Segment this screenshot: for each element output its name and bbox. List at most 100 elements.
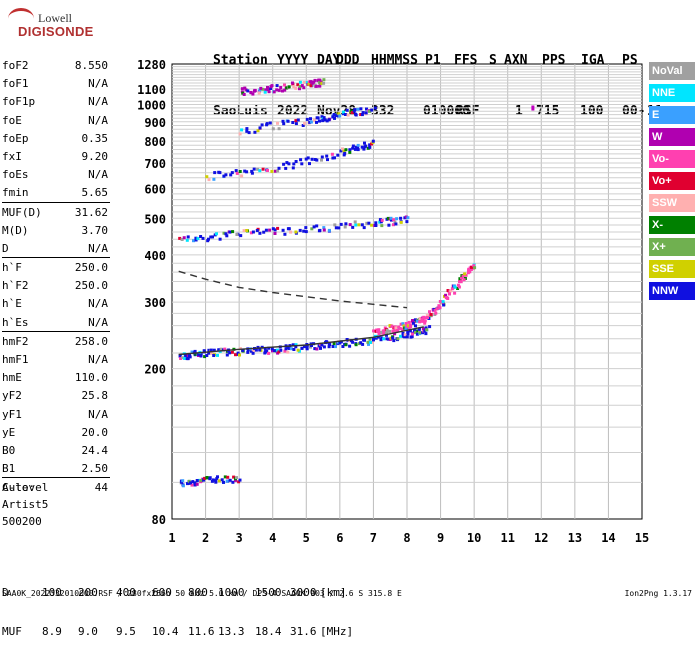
echo-point [411, 321, 415, 325]
x-tick-label: 2 [202, 531, 209, 545]
echo-point [331, 115, 335, 119]
echo-point [258, 169, 262, 173]
echo-point [364, 111, 368, 115]
echo-point [316, 116, 320, 120]
table-cell: 10.4 [152, 625, 179, 638]
echo-point [230, 350, 234, 354]
echo-point [292, 85, 296, 89]
echo-point [319, 346, 322, 350]
table-cell: 400 [116, 586, 136, 599]
echo-point [249, 90, 253, 94]
echo-point [273, 349, 277, 353]
echo-point [315, 347, 319, 351]
echo-point [286, 350, 290, 354]
param-value: 110.0 [74, 371, 108, 385]
echo-point [374, 224, 378, 227]
echo-point [270, 169, 274, 173]
param-row: h`Es N/A [2, 313, 110, 331]
echo-point [406, 332, 410, 336]
echo-point [314, 84, 318, 88]
echo-point [332, 113, 336, 116]
echo-point [268, 228, 272, 232]
echo-point [234, 169, 238, 173]
param-key: yF2 [2, 389, 22, 403]
echo-point [388, 324, 392, 328]
echo-point [405, 220, 409, 224]
echo-point [238, 478, 242, 482]
y-tick-label: 700 [144, 157, 166, 171]
param-row: yF1 N/A [2, 405, 110, 423]
param-key: fxI [2, 149, 22, 163]
echo-point [291, 81, 294, 85]
echo-point [286, 119, 290, 123]
echo-point [193, 481, 197, 485]
echo-point [463, 272, 467, 276]
param-row: hmF1 N/A [2, 350, 110, 368]
echo-point [245, 229, 249, 232]
echo-point [348, 150, 352, 154]
echo-point [263, 90, 267, 94]
echo-point [418, 317, 422, 320]
echo-point [271, 227, 275, 231]
echo-point [250, 349, 253, 353]
echo-point [245, 127, 249, 131]
echo-point [435, 307, 439, 311]
echo-point [304, 230, 308, 234]
echo-point [264, 228, 268, 232]
echo-point [413, 329, 416, 333]
echo-point [411, 319, 414, 322]
echo-point [372, 337, 375, 341]
logo-line1: Lowell [38, 11, 72, 25]
echo-point [212, 354, 216, 357]
echo-point [428, 310, 431, 314]
echo-point [362, 147, 366, 151]
x-tick-label: 9 [437, 531, 444, 545]
legend-item: Vo+ [649, 171, 695, 191]
echo-point [370, 340, 374, 344]
echo-point [301, 124, 305, 127]
echo-point [298, 228, 302, 232]
echo-point [409, 335, 413, 339]
echo-point [344, 222, 348, 226]
echo-point [199, 352, 203, 356]
echo-point [359, 107, 363, 111]
echo-point [322, 116, 326, 120]
echo-point [266, 88, 270, 92]
param-key: hmE [2, 371, 22, 385]
echo-point [207, 178, 211, 182]
echo-point [292, 348, 296, 351]
echo-point [380, 330, 384, 334]
echo-point [460, 276, 463, 280]
param-row: foEs N/A [2, 165, 110, 183]
echo-point [215, 232, 218, 236]
param-key: foF2 [2, 59, 29, 72]
echo-point [343, 225, 347, 229]
echo-point [365, 221, 369, 225]
param-row: hmF2 258.0 [2, 332, 110, 350]
param-key: fmin [2, 186, 29, 200]
echo-point [354, 343, 358, 347]
param-value: 20.0 [81, 425, 109, 439]
echo-point [277, 166, 281, 170]
echo-point [345, 108, 349, 112]
echo-point [183, 357, 187, 360]
echo-point [338, 114, 342, 118]
echo-point [277, 127, 281, 131]
echo-point [322, 81, 326, 85]
legend-item: NNW [649, 281, 695, 301]
echo-point [385, 333, 388, 337]
echo-point [220, 478, 224, 482]
echo-point [240, 174, 244, 178]
param-row: h`F2 250.0 [2, 276, 110, 294]
param-key: C-level [2, 481, 49, 495]
echo-point [344, 113, 347, 116]
echo-point [182, 236, 186, 240]
echo-point [234, 353, 237, 357]
param-key: h`E [2, 297, 22, 311]
echo-point [245, 170, 249, 174]
x-tick-label: 14 [601, 531, 615, 545]
echo-point [282, 162, 286, 166]
isolated-echo-point [531, 105, 535, 111]
echo-point [320, 158, 323, 162]
profile-curve-dashed [178, 270, 408, 309]
